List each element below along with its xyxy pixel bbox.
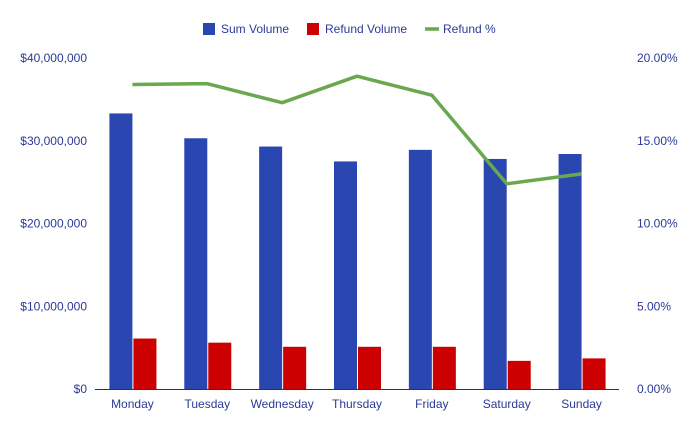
sum-volume-bar [184, 138, 208, 389]
bars [109, 113, 606, 389]
refund-percent-polyline [132, 74, 582, 186]
left-tick-label: $0 [74, 382, 88, 396]
legend-label: Refund % [443, 22, 496, 36]
sum-volume-bar [259, 146, 283, 389]
right-tick-label: 15.00% [637, 134, 678, 148]
x-axis: Monday Tuesday Wednesday Thursday Friday Satu… [95, 389, 619, 411]
refund-volume-bar [582, 358, 606, 389]
left-tick-label: $20,000,000 [20, 217, 87, 231]
refund-volume-bar [432, 346, 456, 389]
category-label: Thursday [332, 397, 382, 411]
right-tick-label: 0.00% [637, 382, 671, 396]
legend: Sum Volume Refund Volume Refund % [203, 22, 496, 36]
sum-volume-bar [483, 158, 507, 389]
refund-volume-bar [283, 346, 307, 389]
category-label: Saturday [483, 397, 531, 411]
refund-volume-bar [358, 346, 381, 389]
left-tick-label: $10,000,000 [20, 299, 87, 313]
category-label: Tuesday [184, 397, 230, 411]
right-tick-label: 10.00% [637, 217, 678, 231]
refund-volume-bar [133, 338, 157, 389]
sum-volume-bar [408, 149, 432, 389]
legend-swatch-refund-volume [307, 23, 319, 35]
legend-label: Sum Volume [221, 22, 289, 36]
left-tick-label: $30,000,000 [20, 134, 87, 148]
category-label: Monday [111, 397, 154, 411]
right-tick-label: 20.00% [637, 51, 678, 65]
sum-volume-bar [558, 153, 582, 389]
refund-volume-bar [208, 342, 232, 389]
sum-volume-bar [334, 161, 357, 389]
refund-percent-line [132, 74, 582, 186]
right-tick-label: 5.00% [637, 299, 671, 313]
category-label: Sunday [561, 397, 602, 411]
sum-volume-bar [109, 113, 133, 389]
category-label: Friday [415, 397, 448, 411]
category-label: Wednesday [251, 397, 314, 411]
legend-swatch-sum-volume [203, 23, 215, 35]
left-axis: $0 $10,000,000 $20,000,000 $30,000,000 $40,0… [20, 51, 87, 396]
legend-label: Refund Volume [325, 22, 407, 36]
right-axis: 0.00% 5.00% 10.00% 15.00% 20.00% [637, 51, 678, 396]
left-tick-label: $40,000,000 [20, 51, 87, 65]
refund-volume-bar [507, 360, 531, 389]
